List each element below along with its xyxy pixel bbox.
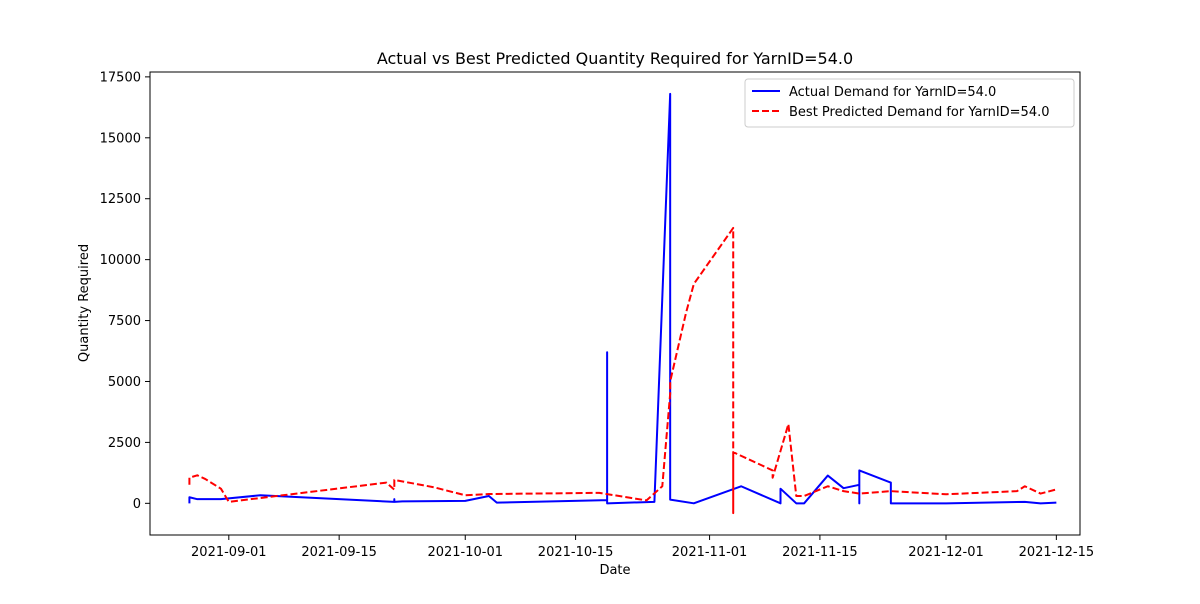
legend: Actual Demand for YarnID=54.0 Best Predi… [744, 78, 1075, 128]
x-tick-label: 2021-11-01 [672, 545, 748, 560]
x-axis: 2021-09-01 2021-09-15 2021-10-01 2021-10-15… [191, 535, 1094, 560]
legend-label-actual: Actual Demand for YarnID=54.0 [789, 85, 996, 100]
y-tick-label: 10000 [100, 253, 141, 268]
x-tick-label: 2021-11-15 [782, 545, 858, 560]
y-tick-label: 2500 [108, 436, 141, 451]
y-tick-label: 7500 [108, 314, 141, 329]
x-tick-label: 2021-10-01 [427, 545, 503, 560]
legend-label-predicted: Best Predicted Demand for YarnID=54.0 [789, 105, 1050, 120]
y-axis: 0 2500 5000 7500 10000 12500 15000 17500 [100, 70, 150, 512]
x-tick-label: 2021-09-15 [301, 545, 377, 560]
plot-area [149, 71, 1081, 536]
chart-title: Actual vs Best Predicted Quantity Requir… [377, 49, 853, 68]
x-tick-label: 2021-10-15 [538, 545, 614, 560]
series-line-actual [188, 92, 1057, 505]
legend-box [744, 78, 1075, 128]
y-tick-label: 12500 [100, 192, 141, 207]
y-tick-label: 0 [133, 497, 141, 512]
y-tick-label: 17500 [100, 70, 141, 85]
x-tick-label: 2021-12-15 [1019, 545, 1095, 560]
series-line-predicted [188, 226, 1057, 515]
series-layer [188, 92, 1057, 515]
y-axis-label: Quantity Required [77, 244, 92, 362]
x-tick-label: 2021-09-01 [191, 545, 267, 560]
x-axis-label: Date [599, 563, 630, 578]
y-tick-label: 5000 [108, 375, 141, 390]
x-tick-label: 2021-12-01 [908, 545, 984, 560]
y-tick-label: 15000 [100, 131, 141, 146]
